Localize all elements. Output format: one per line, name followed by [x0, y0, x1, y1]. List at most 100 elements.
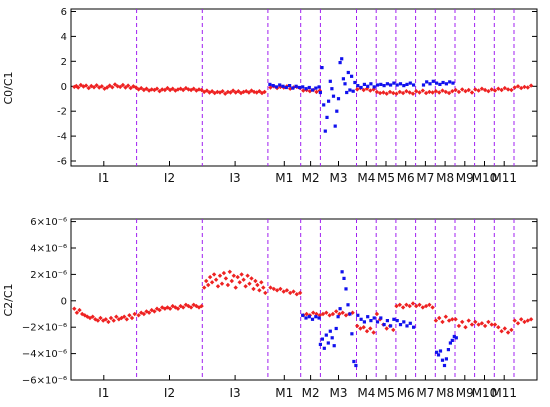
data-point-c0-c1-red-58 [223, 91, 228, 96]
segment-label-c0-c1-i3: I3 [230, 171, 241, 185]
data-point-c0-c1-red-114 [433, 89, 439, 94]
data-point-c2-c1-red-135 [446, 318, 452, 323]
data-point-c0-c1-red-137 [509, 87, 514, 93]
data-point-c2-c1-blue-37 [395, 319, 399, 323]
data-point-c0-c1-red-90 [355, 87, 360, 92]
data-point-c2-c1-red-75 [253, 278, 258, 284]
data-point-c0-c1-red-98 [381, 90, 386, 95]
data-point-c0-c1-red-116 [440, 88, 445, 93]
data-point-c2-c1-red-65 [233, 285, 238, 290]
data-point-c0-c1-red-89 [317, 88, 322, 93]
data-point-c0-c1-red-26 [139, 85, 144, 91]
plot-frame-c2-c1 [70, 218, 538, 381]
data-point-c2-c1-blue-36 [392, 317, 396, 321]
y-tick-label-c2-c1-6: −6×10⁻⁶ [22, 376, 67, 387]
data-point-c0-c1-blue-62 [441, 80, 445, 85]
y-tick-label-c2-c1-2: 2×10⁻⁶ [30, 270, 67, 281]
data-point-c2-c1-red-39 [175, 306, 181, 311]
data-point-c2-c1-blue-26 [359, 317, 363, 321]
data-point-c2-c1-red-48 [199, 303, 204, 309]
data-point-c2-c1-blue-11 [328, 329, 332, 333]
data-point-c2-c1-red-150 [496, 325, 501, 330]
segment-label-c0-c1-m3: M3 [330, 171, 348, 185]
data-point-c0-c1-red-60 [228, 90, 233, 95]
data-point-c2-c1-red-159 [525, 318, 530, 323]
data-point-c2-c1-red-90 [297, 290, 303, 296]
data-point-c0-c1-red-63 [236, 89, 241, 94]
data-point-c2-c1-blue-3 [310, 317, 315, 321]
data-point-c2-c1-red-129 [427, 302, 432, 307]
data-point-c0-c1-red-42 [181, 87, 186, 93]
data-point-c2-c1-red-70 [243, 284, 248, 289]
data-point-c0-c1-blue-4 [281, 84, 285, 88]
data-point-c2-c1-red-86 [284, 288, 290, 293]
data-point-c0-c1-blue-46 [382, 84, 386, 88]
data-point-c2-c1-red-101 [334, 309, 339, 314]
data-point-c2-c1-blue-49 [446, 348, 450, 352]
data-point-c0-c1-red-113 [430, 90, 435, 95]
data-point-c2-c1-red-74 [251, 286, 256, 292]
segment-label-c0-c1-m5: M5 [377, 171, 395, 185]
segment-label-c2-c1-m8: M8 [436, 386, 454, 400]
data-point-c0-c1-red-44 [186, 87, 191, 92]
y-tick-label-c0-c1-5: -4 [57, 132, 67, 143]
data-point-c0-c1-red-140 [519, 85, 524, 91]
data-point-c0-c1-blue-47 [385, 82, 389, 86]
data-point-c0-c1-blue-50 [395, 83, 399, 87]
data-point-c0-c1-blue-20 [325, 115, 329, 119]
data-point-c2-c1-red-58 [219, 281, 225, 286]
y-tick-label-c2-c1-4: −2×10⁻⁶ [22, 323, 67, 334]
data-point-c2-c1-red-137 [453, 317, 458, 322]
data-point-c2-c1-blue-24 [354, 363, 358, 368]
data-point-c0-c1-blue-29 [340, 57, 344, 61]
data-point-c0-c1-blue-36 [351, 89, 355, 93]
data-point-c2-c1-red-15 [111, 318, 116, 323]
data-point-c2-c1-blue-23 [352, 359, 356, 364]
data-point-c2-c1-red-11 [101, 318, 106, 323]
data-point-c0-c1-blue-52 [402, 84, 406, 88]
data-point-c0-c1-red-73 [262, 89, 267, 95]
data-point-c2-c1-blue-41 [408, 321, 412, 325]
data-point-c2-c1-red-66 [235, 274, 240, 280]
data-point-c0-c1-red-118 [446, 90, 452, 96]
data-point-c2-c1-blue-22 [350, 332, 354, 336]
data-point-c2-c1-red-133 [440, 319, 445, 325]
data-point-c2-c1-red-69 [241, 277, 246, 282]
data-point-c2-c1-red-151 [499, 329, 504, 334]
data-point-c0-c1-red-108 [414, 89, 419, 94]
data-point-c2-c1-blue-50 [448, 341, 452, 345]
data-point-c0-c1-blue-45 [379, 82, 383, 86]
y-tick-label-c2-c1-0: 6×10⁻⁶ [30, 217, 67, 228]
y-tick-label-c0-c1-2: 2 [61, 57, 67, 68]
data-point-c0-c1-red-11 [99, 84, 104, 89]
data-point-c2-c1-red-107 [355, 323, 360, 329]
data-point-c2-c1-red-57 [217, 273, 223, 278]
data-point-c2-c1-red-78 [259, 280, 264, 285]
segment-label-c0-c1-m6: M6 [397, 171, 415, 185]
data-point-c2-c1-red-53 [209, 280, 215, 285]
data-point-c0-c1-blue-64 [448, 80, 452, 84]
data-point-c0-c1-red-103 [397, 89, 402, 95]
data-point-c2-c1-red-80 [263, 290, 268, 296]
data-point-c0-c1-blue-8 [294, 84, 298, 88]
data-point-c0-c1-red-51 [204, 88, 210, 93]
data-point-c2-c1-red-12 [103, 317, 108, 322]
data-point-c0-c1-red-141 [522, 84, 527, 90]
data-point-c2-c1-red-35 [165, 305, 170, 310]
data-point-c0-c1-red-35 [162, 87, 168, 93]
data-point-c2-c1-blue-10 [326, 341, 330, 345]
data-point-c2-c1-red-130 [430, 305, 435, 310]
data-point-c2-c1-blue-46 [440, 358, 445, 362]
data-point-c0-c1-blue-15 [317, 85, 321, 89]
data-point-c0-c1-red-19 [120, 82, 126, 88]
data-point-c2-c1-blue-20 [346, 303, 350, 307]
data-point-c0-c1-red-109 [417, 90, 422, 95]
data-point-c0-c1-blue-61 [438, 82, 442, 86]
data-point-c0-c1-blue-5 [284, 85, 288, 90]
data-point-c0-c1-blue-63 [444, 82, 448, 86]
data-point-c0-c1-red-17 [115, 84, 120, 89]
data-point-c0-c1-red-28 [144, 86, 149, 91]
data-point-c2-c1-blue-29 [369, 319, 373, 323]
data-point-c2-c1-blue-47 [442, 363, 447, 368]
